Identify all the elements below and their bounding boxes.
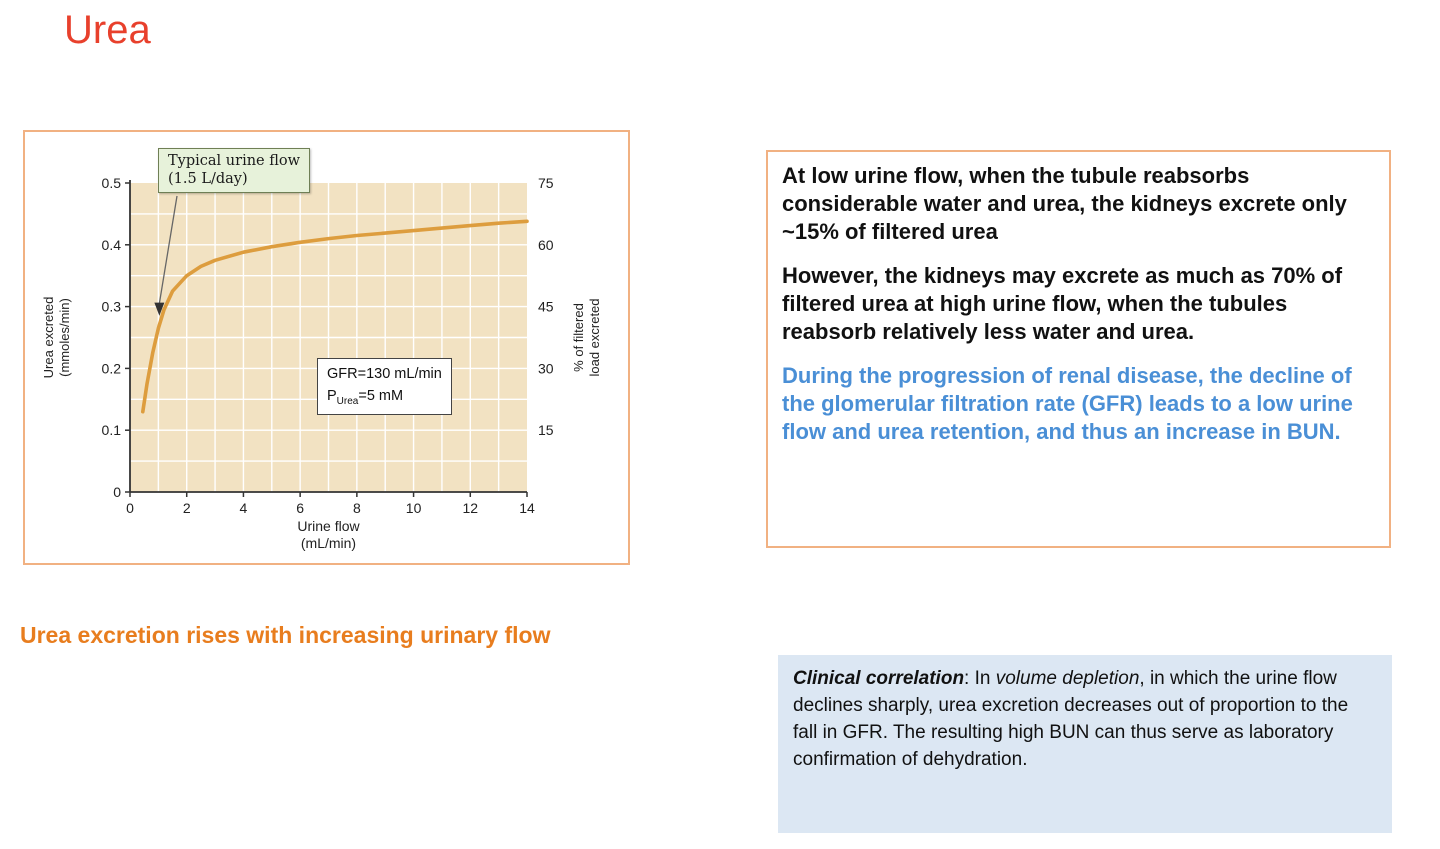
gfr-annotation-box: GFR=130 mL/min PUrea=5 mM bbox=[317, 358, 452, 415]
paragraph-renal-disease: During the progression of renal disease,… bbox=[782, 362, 1353, 444]
gfr-line2-suffix: =5 mM bbox=[358, 387, 404, 404]
clinical-correlation-box: Clinical correlation: In volume depletio… bbox=[778, 655, 1392, 833]
svg-text:0: 0 bbox=[113, 484, 121, 500]
svg-text:0: 0 bbox=[126, 500, 134, 516]
svg-text:0.4: 0.4 bbox=[102, 237, 122, 253]
svg-text:75: 75 bbox=[538, 175, 554, 191]
paragraph-low-urine-flow: At low urine flow, when the tubule reabs… bbox=[782, 163, 1347, 244]
svg-text:load excreted: load excreted bbox=[587, 298, 602, 376]
slide-title: Urea bbox=[64, 8, 151, 52]
clinical-text-rest: , in which the urine flow declines sharp… bbox=[793, 668, 1349, 770]
clinical-text-after-lead: : In bbox=[964, 668, 996, 689]
svg-text:15: 15 bbox=[538, 422, 554, 438]
svg-text:8: 8 bbox=[353, 500, 361, 516]
svg-text:10: 10 bbox=[406, 500, 422, 516]
svg-text:2: 2 bbox=[183, 500, 191, 516]
svg-text:% of filtered: % of filtered bbox=[571, 303, 586, 372]
svg-text:Urea excreted: Urea excreted bbox=[41, 297, 56, 379]
svg-text:60: 60 bbox=[538, 237, 554, 253]
callout-line1: Typical urine flow bbox=[168, 153, 301, 169]
svg-text:12: 12 bbox=[462, 500, 478, 516]
svg-text:Urine flow: Urine flow bbox=[297, 518, 360, 534]
svg-text:4: 4 bbox=[240, 500, 248, 516]
svg-text:0.5: 0.5 bbox=[102, 175, 122, 191]
svg-text:0.3: 0.3 bbox=[102, 299, 122, 315]
svg-text:(mL/min): (mL/min) bbox=[301, 535, 356, 551]
urea-flow-chart: 0 2 4 6 8 10 12 14 0 0.1 0.2 0.3 0.4 0.5 15 30 45 60 75 Ure… bbox=[41, 175, 602, 551]
chart-panel: 0 2 4 6 8 10 12 14 0 0.1 0.2 0.3 0.4 0.5 15 30 45 60 75 Ure… bbox=[23, 130, 630, 565]
gfr-line2-prefix: P bbox=[327, 387, 337, 404]
svg-text:45: 45 bbox=[538, 299, 554, 315]
paragraph-high-urine-flow: However, the kidneys may excrete as much… bbox=[782, 262, 1343, 344]
gfr-line2: PUrea=5 mM bbox=[327, 386, 442, 409]
gfr-line1: GFR=130 mL/min bbox=[327, 366, 442, 382]
svg-text:0.2: 0.2 bbox=[102, 360, 122, 376]
svg-text:30: 30 bbox=[538, 360, 554, 376]
svg-text:6: 6 bbox=[296, 500, 304, 516]
svg-text:14: 14 bbox=[519, 500, 535, 516]
chart-caption: Urea excretion rises with increasing uri… bbox=[20, 622, 551, 648]
svg-text:0.1: 0.1 bbox=[102, 422, 122, 438]
svg-text:(mmoles/min): (mmoles/min) bbox=[57, 298, 72, 377]
clinical-lead: Clinical correlation bbox=[793, 668, 965, 689]
typical-urine-flow-callout: Typical urine flow (1.5 L/day) bbox=[158, 148, 311, 194]
callout-line2: (1.5 L/day) bbox=[168, 171, 248, 188]
info-box: At low urine flow, when the tubule reabs… bbox=[766, 150, 1391, 548]
clinical-italic-term: volume depletion bbox=[995, 668, 1140, 689]
gfr-line2-subscript: Urea bbox=[336, 395, 359, 407]
